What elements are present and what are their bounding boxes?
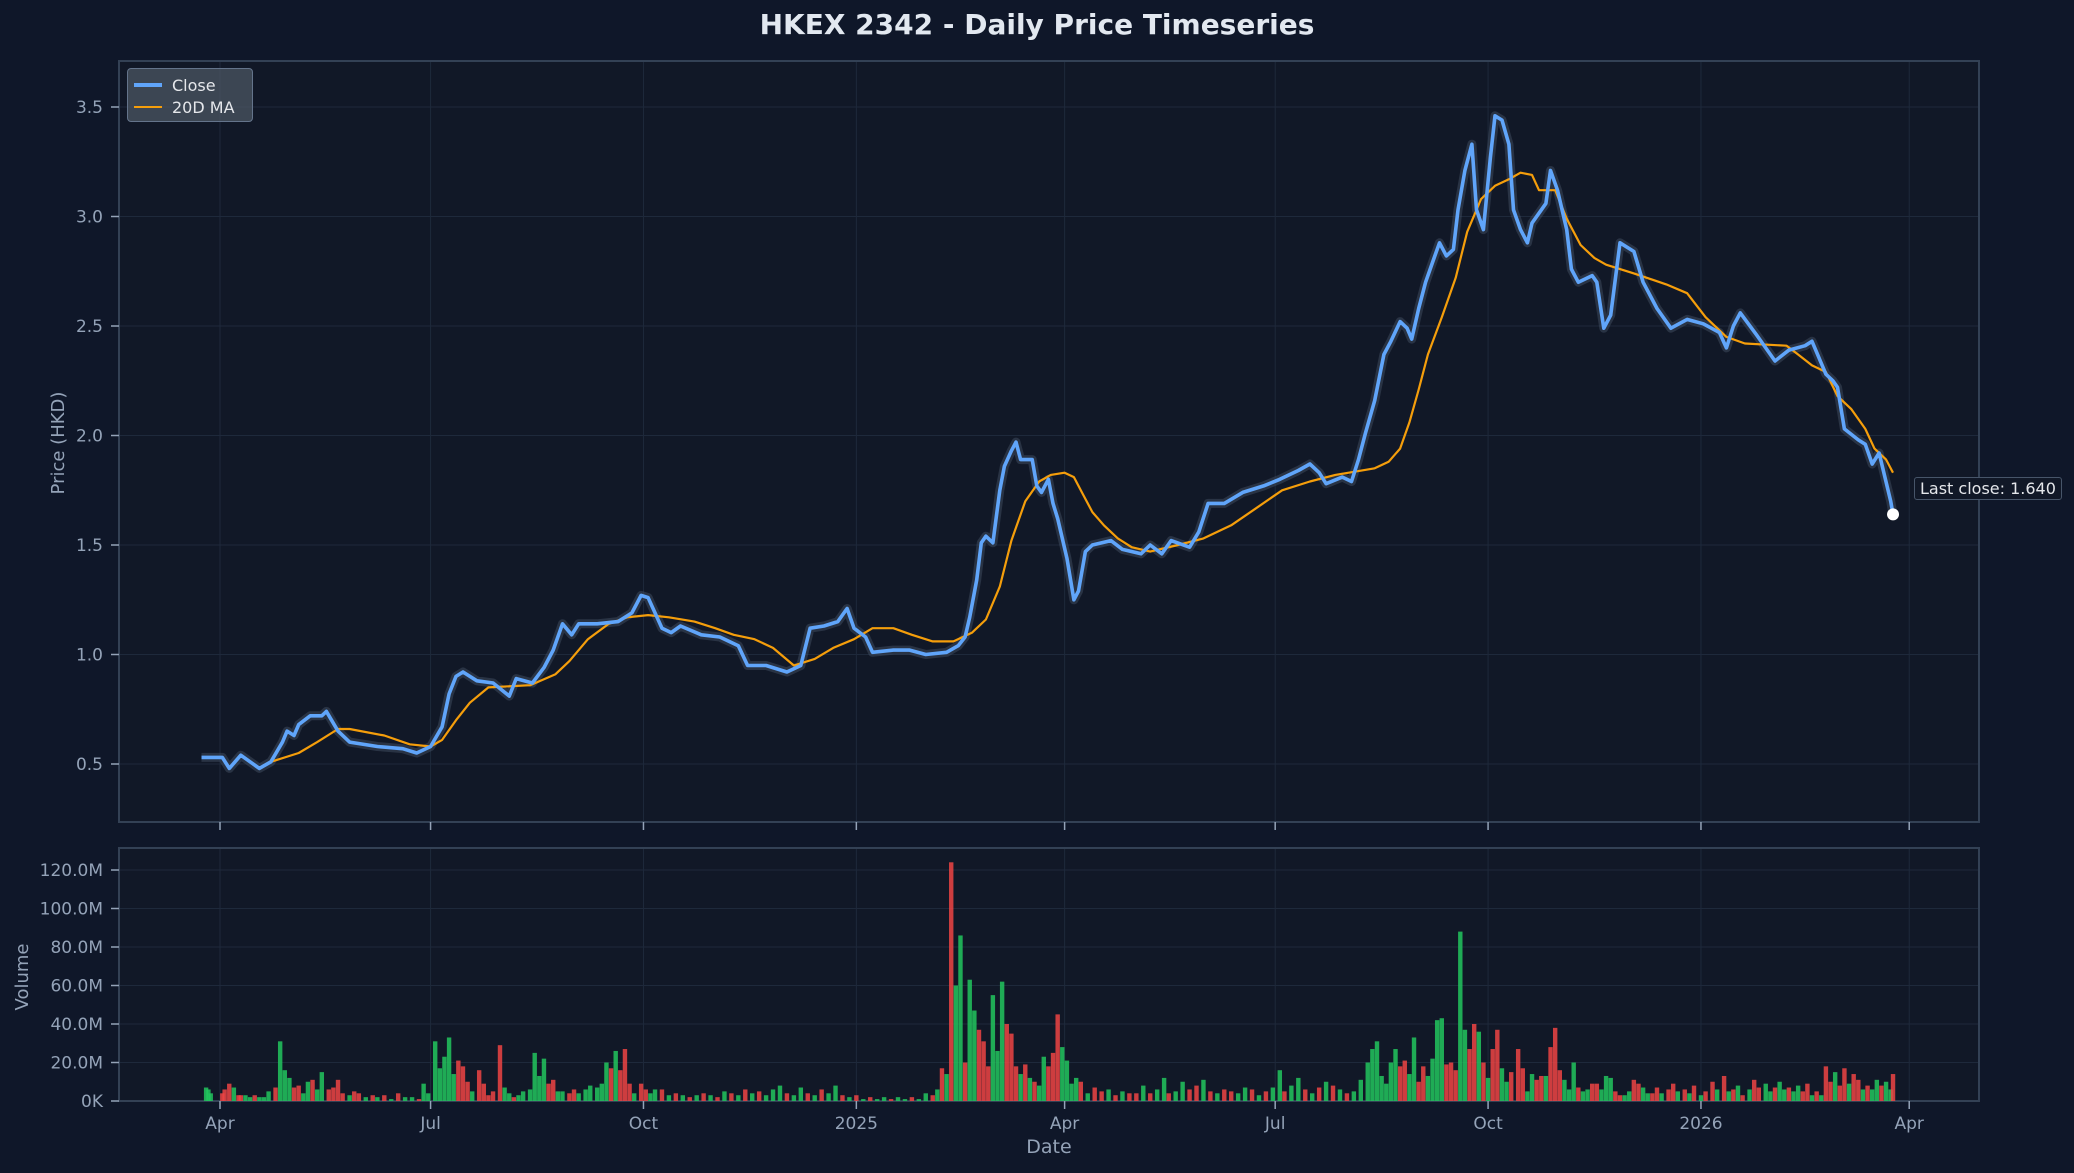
date-tick-label: Apr <box>1895 1114 1924 1134</box>
volume-tick-label: 80.0M <box>50 938 103 958</box>
close-line-swatch-icon <box>134 83 162 87</box>
price-tick-label: 3.5 <box>76 98 103 118</box>
volume-y-axis: 0K 20.0M 40.0M 60.0M 80.0M 100.0M 120.0M <box>40 861 119 1112</box>
ma-line <box>270 171 1894 763</box>
date-tick-label: Jul <box>419 1114 441 1134</box>
chart-title: HKEX 2342 - Daily Price Timeseries <box>759 8 1315 41</box>
legend-label: 20D MA <box>172 97 235 117</box>
legend-item-ma: 20D MA <box>134 97 235 117</box>
volume-gridlines <box>120 849 1978 1100</box>
date-tick-label: 2025 <box>835 1114 878 1134</box>
volume-tick-label: 0K <box>81 1092 104 1112</box>
date-x-axis: Apr Jul Oct 2025 Apr Jul Oct 2026 Apr <box>205 822 1924 1134</box>
date-axis-label: Date <box>1026 1136 1071 1158</box>
date-tick-label: 2026 <box>1679 1114 1722 1134</box>
volume-tick-label: 120.0M <box>40 861 103 881</box>
volume-tick-label: 20.0M <box>50 1054 103 1074</box>
price-axis-label: Price (HKD) <box>48 392 69 495</box>
close-line <box>201 114 1895 771</box>
legend-item-close: Close <box>134 75 216 95</box>
volume-tick-label: 60.0M <box>50 977 103 997</box>
price-tick-label: 2.0 <box>76 427 103 447</box>
price-y-axis: 0.5 1.0 1.5 2.0 2.5 3.0 3.5 <box>76 98 119 775</box>
date-tick-label: Oct <box>629 1114 659 1134</box>
volume-axis-label: Volume <box>12 944 33 1011</box>
date-tick-label: Apr <box>1050 1114 1079 1134</box>
price-tick-label: 1.5 <box>76 536 103 556</box>
price-tick-label: 1.0 <box>76 646 103 666</box>
legend-label: Close <box>172 75 216 95</box>
price-tick-label: 3.0 <box>76 208 103 228</box>
date-tick-label: Jul <box>1264 1114 1286 1134</box>
volume-plot-area <box>118 847 1980 1102</box>
date-tick-label: Oct <box>1473 1114 1503 1134</box>
ma-line-swatch-icon <box>134 106 162 108</box>
date-tick-label: Apr <box>205 1114 234 1134</box>
last-close-marker <box>1887 508 1900 521</box>
volume-tick-label: 100.0M <box>40 900 103 920</box>
price-tick-label: 0.5 <box>76 755 103 775</box>
last-close-annotation: Last close: 1.640 <box>1914 477 2062 500</box>
price-tick-label: 2.5 <box>76 317 103 337</box>
volume-bars <box>203 862 1896 1101</box>
price-plot-area <box>118 60 1980 823</box>
volume-tick-label: 40.0M <box>50 1015 103 1035</box>
price-gridlines <box>120 62 1978 821</box>
legend: Close 20D MA <box>127 68 253 122</box>
